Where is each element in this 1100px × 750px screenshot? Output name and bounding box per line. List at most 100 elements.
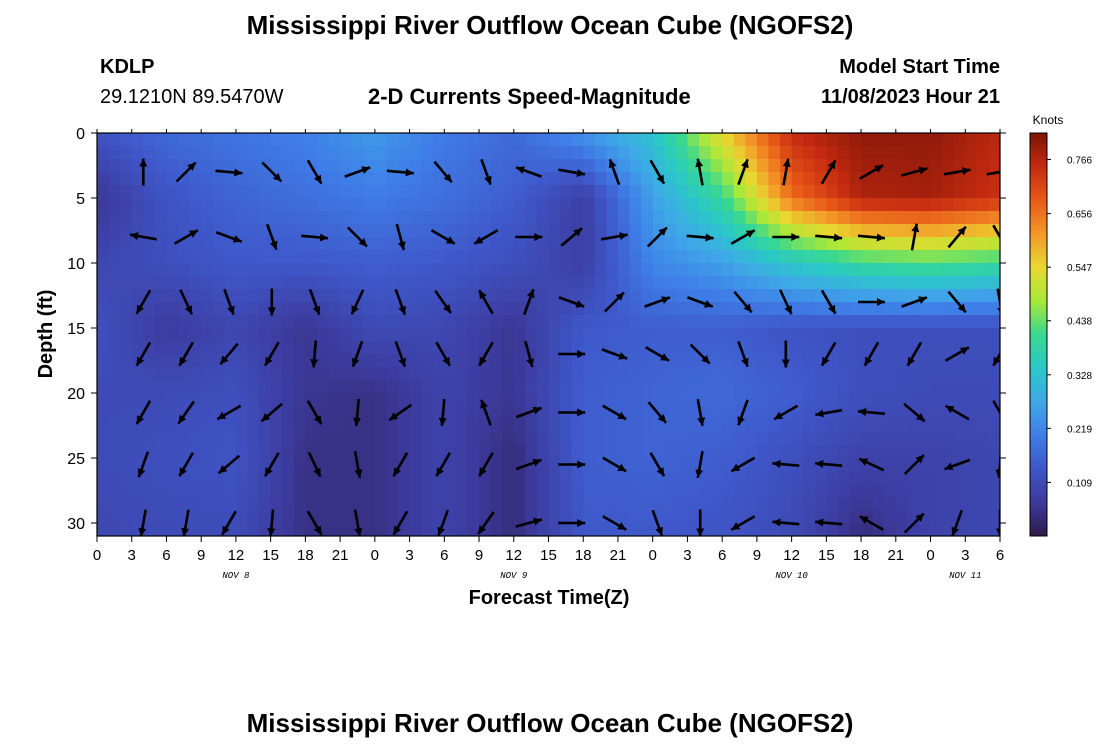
- heatmap-cell: [374, 211, 388, 225]
- heatmap-cell: [189, 484, 202, 498]
- heatmap-cell: [247, 510, 260, 524]
- heatmap-cell: [571, 523, 584, 536]
- heatmap-cell: [259, 172, 272, 186]
- heatmap-cell: [722, 198, 735, 212]
- heatmap-cell: [328, 237, 341, 251]
- heatmap-cell: [282, 523, 295, 536]
- heatmap-cell: [814, 510, 827, 524]
- heatmap-cell: [756, 276, 770, 290]
- heatmap-cell: [120, 224, 133, 238]
- heatmap-cell: [178, 224, 191, 238]
- heatmap-cell: [502, 432, 515, 446]
- heatmap-cell: [918, 523, 932, 536]
- heatmap-cell: [861, 185, 874, 199]
- heatmap-cell: [189, 406, 202, 420]
- heatmap-cell: [328, 497, 341, 511]
- current-vector: [560, 227, 583, 247]
- heatmap-cell: [154, 432, 168, 446]
- x-tick-label: 6: [162, 547, 170, 564]
- heatmap-cell: [664, 302, 677, 316]
- heatmap-cell: [432, 380, 445, 394]
- heatmap-cell: [594, 133, 607, 147]
- heatmap-cell: [455, 198, 469, 212]
- heatmap-cell: [803, 523, 816, 536]
- heatmap-cell: [108, 367, 121, 381]
- heatmap-cell: [687, 172, 700, 186]
- heatmap-cell: [363, 211, 376, 225]
- heatmap-cell: [780, 419, 793, 433]
- heatmap-cell: [374, 289, 388, 303]
- heatmap-cell: [849, 341, 862, 355]
- heatmap-cell: [907, 315, 920, 329]
- heatmap-cell: [930, 224, 943, 238]
- heatmap-cell: [583, 510, 596, 524]
- heatmap-cell: [988, 380, 1000, 394]
- heatmap-cell: [837, 172, 851, 186]
- current-vector: [138, 509, 147, 536]
- heatmap-cell: [502, 341, 515, 355]
- heatmap-cell: [768, 133, 781, 147]
- current-vector: [737, 399, 749, 426]
- heatmap-cell: [189, 302, 202, 316]
- heatmap-cell: [340, 458, 353, 472]
- heatmap-cell: [305, 146, 318, 160]
- heatmap-cell: [467, 341, 480, 355]
- heatmap-cell: [120, 302, 133, 316]
- heatmap-cell: [942, 198, 955, 212]
- heatmap-cell: [675, 302, 689, 316]
- heatmap-cell: [895, 406, 908, 420]
- heatmap-cell: [536, 224, 550, 238]
- heatmap-cell: [942, 302, 955, 316]
- heatmap-cell: [374, 393, 388, 407]
- current-vector: [737, 340, 749, 368]
- heatmap-cell: [953, 445, 966, 459]
- heatmap-cell: [120, 289, 133, 303]
- heatmap-cell: [120, 237, 133, 251]
- heatmap-cell: [803, 341, 816, 355]
- heatmap-cell: [536, 380, 550, 394]
- current-vector: [353, 450, 363, 479]
- heatmap-cell: [988, 302, 1000, 316]
- heatmap-cell: [490, 445, 503, 459]
- heatmap-cell: [154, 354, 168, 368]
- heatmap-cell: [328, 159, 341, 173]
- heatmap-cell: [560, 198, 573, 212]
- heatmap-cell: [270, 445, 283, 459]
- heatmap-cell: [178, 419, 191, 433]
- heatmap-cell: [687, 276, 700, 290]
- current-vectors: [129, 158, 1000, 536]
- heatmap-cell: [953, 354, 966, 368]
- heatmap-cell: [340, 471, 353, 485]
- heatmap-cell: [421, 354, 434, 368]
- heatmap-cell: [467, 211, 480, 225]
- heatmap-cell: [918, 224, 932, 238]
- heatmap-cell: [675, 263, 689, 277]
- heatmap-cell: [965, 276, 978, 290]
- heatmap-cell: [235, 380, 249, 394]
- current-vector: [179, 289, 193, 315]
- current-vector: [900, 166, 928, 177]
- heatmap-cell: [617, 419, 631, 433]
- heatmap-cell: [641, 133, 654, 147]
- heatmap-cell: [363, 341, 376, 355]
- heatmap-cell: [768, 523, 781, 536]
- heatmap-cell: [675, 380, 689, 394]
- heatmap-cell: [583, 315, 596, 329]
- heatmap-cell: [803, 289, 816, 303]
- heatmap-cell: [884, 159, 897, 173]
- heatmap-cell: [398, 328, 411, 342]
- heatmap-cell: [374, 315, 388, 329]
- heatmap-cell: [282, 354, 295, 368]
- heatmap-cell: [768, 302, 781, 316]
- heatmap-cell: [803, 484, 816, 498]
- heatmap-cell: [791, 315, 804, 329]
- heatmap-cell: [733, 198, 746, 212]
- heatmap-cell: [594, 302, 607, 316]
- heatmap-cell: [398, 133, 411, 147]
- heatmap-cell: [143, 432, 156, 446]
- heatmap-cell: [143, 263, 156, 277]
- heatmap-cell: [201, 159, 214, 173]
- y-tick-label: 10: [67, 256, 85, 273]
- heatmap-cell: [120, 471, 133, 485]
- heatmap-cell: [409, 471, 422, 485]
